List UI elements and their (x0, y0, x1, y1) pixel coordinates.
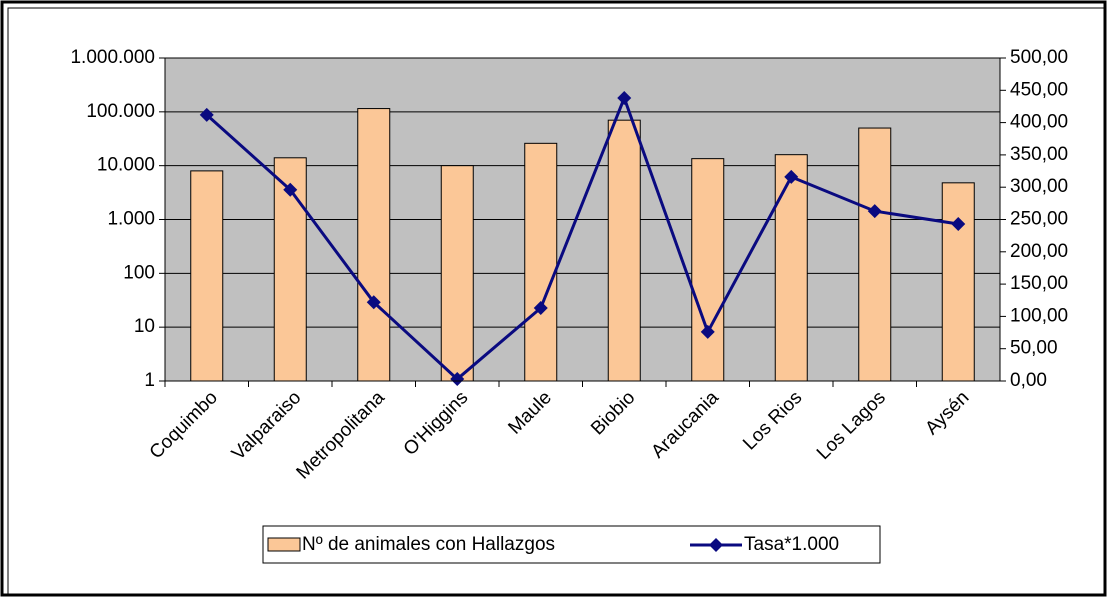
y2-tick-label: 50,00 (1010, 338, 1058, 359)
bar (524, 142, 558, 382)
y-tick-label: 1 (144, 370, 155, 391)
x-tick-label: Aysén (921, 387, 973, 439)
x-tick-label: Los Rios (739, 387, 806, 454)
bar (774, 154, 808, 382)
y2-tick-label: 150,00 (1010, 273, 1068, 294)
line-marker (199, 107, 214, 122)
line-marker (366, 295, 381, 310)
legend: Nº de animales con Hallazgos Tasa*1.000 (262, 525, 881, 564)
line (205, 93, 959, 382)
line-marker (867, 204, 882, 219)
line-marker (283, 182, 298, 197)
line-marker (700, 324, 715, 339)
bar (440, 165, 474, 382)
y2-tick-label: 400,00 (1010, 112, 1068, 133)
y2-tick-label: 350,00 (1010, 144, 1068, 165)
y2-tick-label: 100,00 (1010, 305, 1068, 326)
inner-frame (7, 7, 1106, 596)
x-tick-label: Maule (504, 387, 555, 438)
line-marker (450, 372, 465, 387)
bar (357, 108, 391, 382)
line-marker (951, 217, 966, 232)
y-tick-label: 100 (123, 262, 155, 283)
bar (858, 127, 892, 382)
y-tick-label: 1.000 (107, 209, 155, 230)
y2-tick-label: 300,00 (1010, 176, 1068, 197)
y-tick-label: 10.000 (97, 155, 155, 176)
y-tick-label: 100.000 (86, 101, 155, 122)
legend-label: Nº de animales con Hallazgos (302, 534, 555, 555)
y2-tick-label: 0,00 (1010, 370, 1047, 391)
bar (941, 182, 975, 382)
bar (691, 158, 725, 382)
y2-tick-label: 250,00 (1010, 209, 1068, 230)
x-tick-label: Los Lagos (813, 387, 890, 464)
y2-tick-label: 450,00 (1010, 79, 1068, 100)
x-tick-label: Valparaiso (228, 387, 305, 464)
y2-tick-label: 500,00 (1010, 47, 1068, 68)
legend-box (262, 525, 881, 564)
line-marker (533, 301, 548, 316)
y-tick-label: 10 (134, 316, 155, 337)
x-tick-label: O'Higgins (400, 387, 473, 460)
legend-swatch (709, 538, 723, 552)
y2-tick-label: 200,00 (1010, 241, 1068, 262)
legend-swatch (267, 537, 301, 552)
x-tick-label: Araucania (647, 387, 723, 463)
bar (607, 119, 641, 382)
line-marker (617, 91, 632, 106)
x-tick-label: Biobio (587, 387, 639, 439)
legend-label: Tasa*1.000 (744, 534, 839, 555)
y-tick-label: 1.000.000 (70, 47, 155, 68)
line-marker (784, 169, 799, 184)
bar (190, 170, 224, 382)
x-tick-label: Coquimbo (146, 387, 222, 463)
x-tick-label: Metropolitana (293, 387, 390, 484)
